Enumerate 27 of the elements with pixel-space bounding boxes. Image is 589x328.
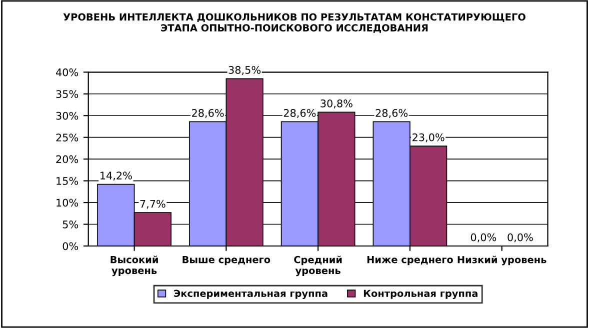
y-tick-label: 5%: [62, 220, 78, 228]
y-tick-label: 15%: [56, 177, 78, 185]
data-label: 0,0%: [508, 233, 533, 242]
y-tick-label: 40%: [56, 68, 78, 76]
data-label: 28,6%: [192, 109, 224, 118]
x-tick-label: Выше среднего: [182, 256, 270, 266]
data-label: 28,6%: [376, 109, 408, 118]
data-label: 38,5%: [228, 66, 261, 75]
data-label: 28,6%: [284, 109, 316, 118]
y-tick-label: 20%: [56, 155, 78, 164]
y-tick-label: 10%: [56, 198, 78, 207]
x-tick-label: Ниже среднего: [367, 256, 453, 266]
legend-label: Контрольная группа: [364, 290, 478, 300]
y-tick-label: 0%: [62, 242, 78, 250]
data-label: 14,2%: [100, 172, 132, 181]
y-tick-label: 30%: [56, 112, 78, 120]
chart-title: УРОВЕНЬ ИНТЕЛЛЕКТА ДОШКОЛЬНИКОВ ПО РЕЗУЛЬТАТАМ КОНСТАТИРУЮЩЕГО ЭТАПА ОПЫТНО-ПОИСКОВОГО ИССЛЕДОВАНИЯ: [63, 13, 526, 33]
data-label: 23,0%: [412, 133, 444, 142]
x-tick-label: Высокий уровень: [110, 256, 158, 276]
data-label: 30,8%: [320, 99, 352, 108]
data-label: 7,7%: [140, 200, 166, 209]
x-tick-label: Низкий уровень: [458, 256, 546, 266]
data-label: 0,0%: [470, 233, 496, 242]
y-tick-label: 25%: [56, 134, 78, 142]
x-tick-label: Средний уровень: [294, 256, 342, 276]
legend-label: Экспериментальная группа: [174, 290, 328, 300]
y-tick-label: 35%: [56, 90, 78, 98]
